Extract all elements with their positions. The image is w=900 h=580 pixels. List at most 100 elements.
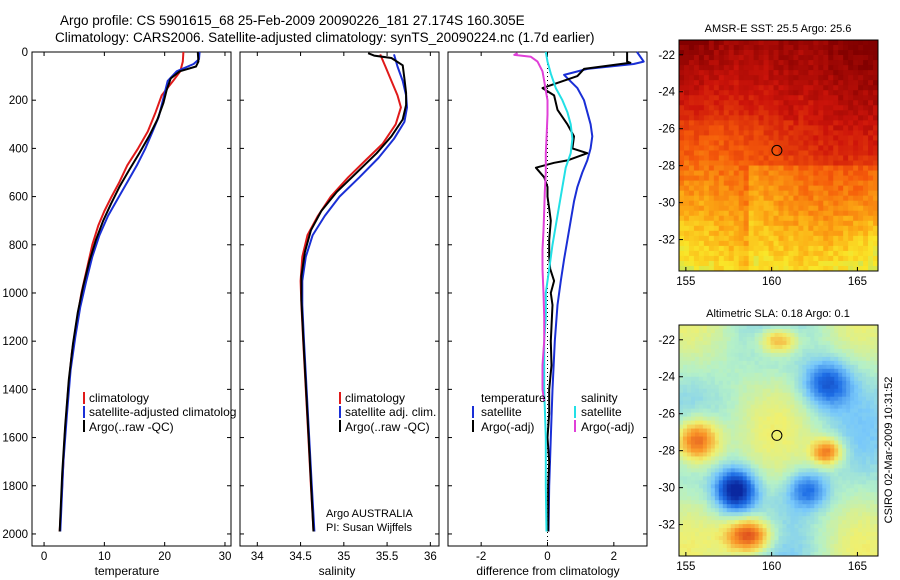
map-grid-cell <box>773 105 779 111</box>
map-grid-cell <box>778 440 783 445</box>
map-grid-cell <box>694 344 700 350</box>
map-grid-cell <box>813 195 819 202</box>
map-grid-cell <box>838 540 843 545</box>
map-grid-cell <box>783 105 789 111</box>
map-grid-cell <box>862 352 867 358</box>
map-grid-cell <box>738 376 744 382</box>
map-grid-cell <box>679 440 684 445</box>
map-grid-cell <box>874 500 879 505</box>
map-grid-cell <box>742 480 748 485</box>
map-grid-cell <box>726 544 732 549</box>
map-grid-cell <box>683 120 690 126</box>
map-grid-cell <box>826 400 831 406</box>
map-grid-cell <box>762 372 767 378</box>
map-grid-cell <box>733 95 740 101</box>
map-grid-cell <box>714 516 720 521</box>
map-grid-cell <box>822 388 827 394</box>
map-grid-cell <box>833 225 839 232</box>
map-grid-cell <box>734 424 740 429</box>
map-grid-cell <box>706 480 712 485</box>
map-grid-cell <box>702 436 708 441</box>
map-grid-cell <box>858 250 864 257</box>
map-grid-cell <box>686 424 692 429</box>
map-grid-cell <box>803 45 809 51</box>
map-grid-cell <box>758 544 763 549</box>
map-grid-cell <box>734 508 740 513</box>
map-grid-cell <box>790 388 795 394</box>
map-grid-cell <box>722 340 728 346</box>
map-grid-cell <box>794 344 799 350</box>
map-grid-cell <box>730 484 736 489</box>
map-grid-cell <box>834 460 839 465</box>
map-grid-cell <box>730 408 736 414</box>
map-grid-cell <box>826 476 831 481</box>
map-grid-cell <box>778 520 783 525</box>
map-grid-cell <box>728 160 735 166</box>
map-grid-cell <box>873 75 879 81</box>
map-grid-cell <box>786 444 791 449</box>
map-grid-cell <box>754 492 759 497</box>
map-grid-cell <box>746 528 752 533</box>
map-grid-cell <box>723 105 730 111</box>
map-grid-cell <box>743 190 750 197</box>
map-grid-cell <box>850 472 855 477</box>
map-grid-cell <box>693 215 700 222</box>
map-grid-cell <box>842 372 847 378</box>
map-grid-cell <box>874 408 879 414</box>
map-grid-cell <box>858 40 864 46</box>
map-grid-cell <box>718 444 724 449</box>
map-grid-cell <box>688 255 695 262</box>
map-grid-cell <box>838 140 844 146</box>
map-grid-cell <box>828 80 834 86</box>
map-grid-cell <box>688 115 695 121</box>
map-grid-cell <box>774 520 779 525</box>
map-grid-cell <box>702 528 708 533</box>
map-grid-cell <box>706 380 712 386</box>
map-grid-cell <box>818 105 824 111</box>
map-grid-cell <box>853 135 859 141</box>
map-grid-cell <box>868 190 874 197</box>
map-grid-cell <box>854 344 859 350</box>
map-grid-cell <box>703 100 710 106</box>
map-grid-cell <box>846 392 851 398</box>
map-grid-cell <box>818 376 823 382</box>
map-grid-cell <box>774 392 779 398</box>
map-grid-cell <box>838 235 844 242</box>
map-grid-cell <box>778 175 784 182</box>
map-grid-cell <box>858 190 864 197</box>
map-grid-cell <box>718 55 725 61</box>
map-grid-cell <box>846 416 851 421</box>
map-grid-cell <box>742 360 748 366</box>
map-grid-cell <box>698 50 705 56</box>
map-grid-cell <box>773 155 779 161</box>
map-grid-cell <box>738 85 745 91</box>
map-grid-cell <box>793 45 799 51</box>
map-grid-cell <box>690 452 696 457</box>
map-grid-cell <box>818 532 823 537</box>
map-grid-cell <box>698 260 705 267</box>
map-grid-cell <box>833 95 839 101</box>
temperature-legend: climatology satellite-adjusted climatolo… <box>83 391 236 434</box>
map-grid-cell <box>698 456 704 461</box>
map-grid-cell <box>754 328 759 334</box>
map-grid-cell <box>778 125 784 131</box>
map-grid-cell <box>834 548 839 553</box>
map-grid-cell <box>830 352 835 358</box>
map-grid-cell <box>763 50 769 56</box>
map-grid-cell <box>783 225 789 232</box>
map-grid-cell <box>723 45 730 51</box>
map-grid-cell <box>842 384 847 390</box>
map-grid-cell <box>822 384 827 390</box>
map-grid-cell <box>802 528 807 533</box>
map-grid-cell <box>793 150 799 156</box>
map-grid-cell <box>802 372 807 378</box>
map-grid-cell <box>774 388 779 394</box>
map-grid-cell <box>722 484 728 489</box>
map-grid-cell <box>830 332 835 338</box>
map-grid-cell <box>786 384 791 390</box>
map-grid-cell <box>834 492 839 497</box>
map-grid-cell <box>746 496 752 501</box>
map-grid-cell <box>843 210 849 217</box>
map-grid-cell <box>858 404 863 410</box>
